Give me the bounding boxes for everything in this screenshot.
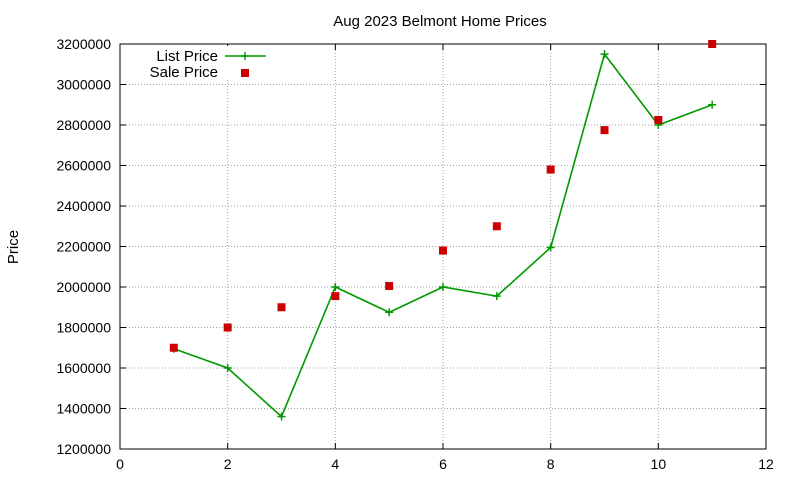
data-point — [708, 100, 717, 109]
x-tick-label: 0 — [116, 456, 124, 472]
y-tick-label: 2800000 — [56, 117, 111, 133]
y-tick-label: 1200000 — [56, 441, 111, 457]
data-point — [492, 222, 501, 231]
y-axis-label: Price — [5, 230, 22, 264]
x-tick-label: 6 — [439, 456, 447, 472]
x-tick-label: 8 — [547, 456, 555, 472]
y-tick-label: 1600000 — [56, 360, 111, 376]
series — [169, 40, 717, 421]
data-point — [331, 283, 340, 291]
data-point — [331, 292, 340, 301]
grid — [120, 44, 766, 449]
y-tick-label: 2600000 — [56, 158, 111, 174]
data-point — [600, 50, 609, 59]
legend-label: Sale Price — [150, 64, 218, 81]
data-point — [439, 283, 447, 291]
data-point — [385, 281, 394, 290]
series-2 — [169, 40, 717, 352]
y-tick-label: 2000000 — [56, 279, 111, 295]
y-tick-label: 3200000 — [56, 36, 111, 52]
data-point — [439, 246, 447, 255]
legend-marker — [241, 52, 249, 60]
y-tick-label: 3000000 — [56, 77, 111, 93]
x-tick-label: 12 — [758, 456, 774, 472]
x-tick-label: 4 — [331, 456, 339, 472]
data-point — [277, 303, 286, 312]
data-point — [223, 323, 232, 332]
data-point — [546, 165, 555, 174]
axis-ticks: 1200000 1400000 1600000 1800000 2000000 22000… — [56, 36, 774, 472]
data-point — [385, 308, 394, 317]
data-point — [654, 115, 663, 124]
y-tick-label: 1400000 — [56, 401, 111, 417]
y-tick-label: 2400000 — [56, 198, 111, 214]
data-point — [277, 412, 286, 421]
data-point — [600, 126, 609, 135]
x-tick-label: 10 — [651, 456, 667, 472]
y-tick-label: 1800000 — [56, 320, 111, 336]
legend-marker — [241, 69, 249, 77]
data-point — [546, 243, 555, 252]
data-point — [708, 40, 717, 48]
data-point — [223, 364, 232, 372]
data-point — [492, 292, 501, 301]
y-tick-label: 2200000 — [56, 239, 111, 255]
legend-label: List Price — [156, 48, 218, 65]
data-point — [169, 343, 178, 352]
x-tick-label: 2 — [224, 456, 232, 472]
chart-title: Aug 2023 Belmont Home Prices — [333, 13, 546, 30]
